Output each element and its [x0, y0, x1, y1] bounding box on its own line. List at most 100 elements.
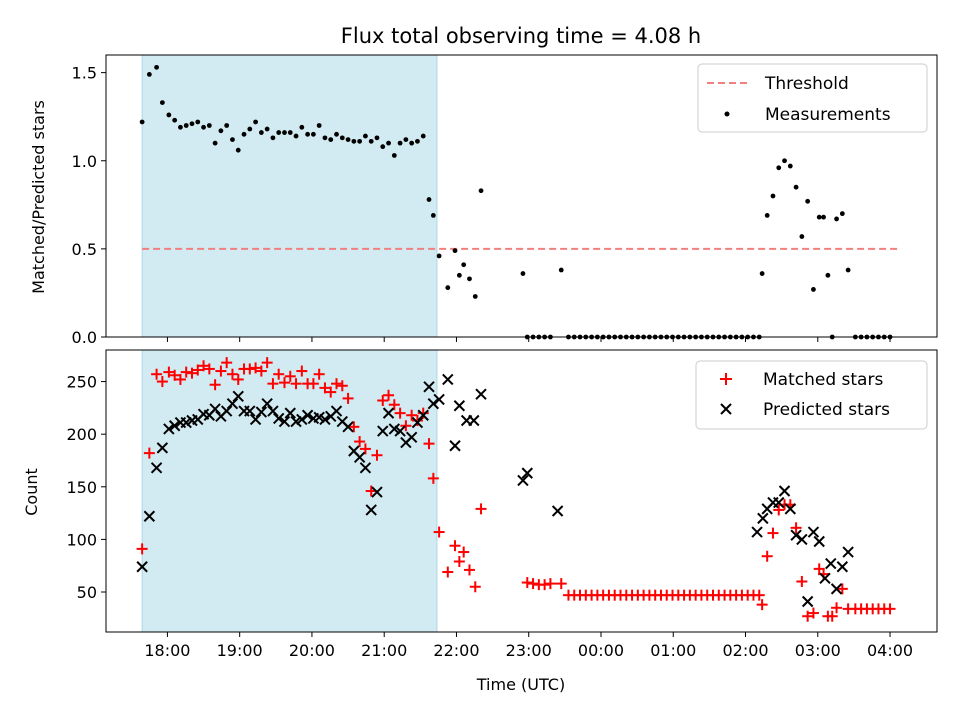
measurement-point: [445, 285, 451, 291]
predicted-point: [751, 526, 763, 538]
measurement-point: [178, 124, 183, 130]
matched-point: [278, 377, 290, 389]
predicted-point-b: [209, 403, 221, 415]
predicted-point-b: [244, 405, 256, 417]
predicted-point-b: [365, 504, 377, 516]
predicted-point-b: [272, 412, 285, 425]
matched-point: [244, 363, 256, 375]
top-chart-title: Flux total observing time = 4.08 h: [341, 24, 701, 48]
predicted-point: [433, 393, 445, 406]
matched-point: [325, 386, 337, 398]
measurement-point: [834, 216, 839, 222]
predicted-point-b: [751, 526, 763, 538]
bottom-y-axis-label: Count: [22, 468, 41, 516]
measurement-point: [374, 135, 380, 141]
matched-point: [417, 407, 429, 419]
measurement-point: [154, 64, 159, 70]
measurement-point: [172, 117, 178, 123]
plot-frame: [105, 54, 938, 338]
measurement-point: [436, 253, 442, 259]
measurement-point: [420, 133, 426, 139]
matched-point: [756, 599, 768, 611]
matched-point: [449, 540, 461, 552]
measurement-point: [299, 124, 305, 130]
measurement-point: [276, 130, 282, 135]
x-tick-label: 02:00: [722, 641, 768, 660]
predicted-point: [521, 467, 533, 479]
measurement-point: [282, 130, 287, 135]
matched-point: [215, 365, 227, 377]
bottom-legend-frame: [695, 360, 928, 430]
matched-point: [180, 366, 192, 378]
matched-point: [544, 578, 556, 590]
predicted-legend-swatch: [720, 403, 732, 415]
predicted-point: [377, 425, 389, 437]
y-tick-label: 250: [66, 373, 97, 392]
measurement-point: [825, 272, 831, 278]
matched-point: [555, 578, 567, 590]
matched-point: [406, 409, 418, 421]
x-tick-label: 01:00: [650, 641, 696, 660]
predicted-point-b: [757, 512, 769, 525]
threshold-legend-label: Threshold: [764, 74, 849, 94]
predicted-point-b: [411, 416, 424, 429]
measurement-point: [472, 294, 478, 299]
predicted-point: [517, 474, 529, 487]
predicted-point: [244, 405, 256, 417]
predicted-point: [220, 405, 233, 417]
predicted-point: [163, 423, 175, 435]
predicted-point: [423, 381, 435, 393]
measurement-point: [391, 153, 397, 158]
matched-point: [463, 564, 475, 576]
measurement-point: [403, 137, 409, 143]
measurement-point: [146, 71, 152, 77]
x-tick-label: 18:00: [144, 641, 190, 660]
matched-point: [136, 543, 148, 555]
predicted-point-b: [197, 408, 210, 420]
measurement-point: [478, 188, 484, 194]
measurement-point: [839, 211, 845, 217]
predicted-point-b: [773, 496, 785, 509]
measurement-point: [793, 184, 799, 190]
predicted-point: [232, 390, 244, 403]
y-tick-label: 1.5: [72, 64, 97, 83]
y-tick-label: 0.0: [72, 328, 97, 347]
predicted-point-b: [819, 572, 831, 585]
measurement-point: [339, 135, 345, 141]
measurement-point: [380, 144, 386, 150]
predicted-point-b: [267, 405, 279, 417]
predicted-point-b: [830, 583, 843, 595]
matched-point: [255, 365, 267, 377]
top-y-axis-label: Matched/Predicted stars: [29, 100, 48, 294]
measurement-point: [230, 137, 235, 143]
predicted-point: [168, 420, 181, 432]
measurement-point: [357, 138, 363, 144]
predicted-point-b: [296, 413, 308, 426]
predicted-point-b: [807, 526, 820, 538]
predicted-point: [773, 496, 785, 509]
measurement-point: [305, 131, 311, 137]
predicted-point-b: [790, 529, 802, 541]
top-plot-area: 0.0 0.5 1.0 1.5: [72, 54, 938, 347]
predicted-point: [449, 440, 461, 452]
series-matched-stars: [136, 357, 896, 622]
matched-point: [433, 526, 445, 538]
predicted-point-b: [348, 445, 360, 457]
measurement-point: [386, 140, 391, 146]
predicted-point: [156, 442, 169, 454]
measurement-point: [426, 197, 432, 202]
measurement-point: [247, 126, 253, 132]
y-tick-label: 150: [66, 478, 97, 497]
predicted-point: [807, 526, 820, 538]
predicted-point-b: [232, 390, 244, 403]
predicted-point-b: [284, 407, 296, 419]
measurement-point: [253, 119, 258, 125]
matched-point: [773, 504, 785, 516]
matched-point: [354, 436, 366, 448]
observing-span: [141, 54, 438, 338]
matched-legend-swatch: [720, 373, 732, 385]
y-tick-label: 200: [66, 425, 97, 444]
predicted-point-b: [842, 546, 854, 558]
observing-span: [141, 349, 438, 633]
series-measurements: [139, 64, 893, 340]
